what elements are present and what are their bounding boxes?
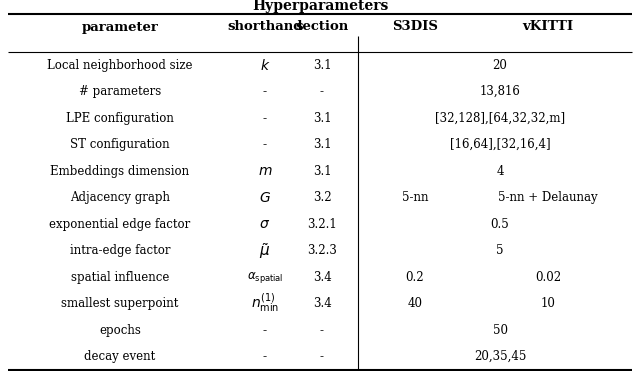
Text: 3.2.3: 3.2.3 (307, 244, 337, 257)
Text: intra-edge factor: intra-edge factor (70, 244, 170, 257)
Text: vKITTI: vKITTI (522, 20, 573, 33)
Text: $k$: $k$ (260, 58, 270, 73)
Text: [32,128],[64,32,32,m]: [32,128],[64,32,32,m] (435, 112, 565, 125)
Text: $m$: $m$ (258, 164, 272, 178)
Text: 5-nn: 5-nn (402, 191, 428, 204)
Text: -: - (263, 324, 267, 337)
Text: exponential edge factor: exponential edge factor (49, 218, 191, 231)
Text: 3.2.1: 3.2.1 (307, 218, 337, 231)
Text: 0.2: 0.2 (406, 271, 424, 284)
Text: decay event: decay event (84, 350, 156, 363)
Text: -: - (263, 85, 267, 98)
Text: parameter: parameter (81, 20, 159, 33)
Text: -: - (320, 350, 324, 363)
Text: spatial influence: spatial influence (71, 271, 169, 284)
Text: Adjacency graph: Adjacency graph (70, 191, 170, 204)
Text: $\alpha_{\mathrm{spatial}}$: $\alpha_{\mathrm{spatial}}$ (247, 270, 283, 285)
Text: 3.4: 3.4 (312, 297, 332, 310)
Text: 3.1: 3.1 (313, 59, 332, 72)
Text: S3DIS: S3DIS (392, 20, 438, 33)
Text: $\tilde{\mu}$: $\tilde{\mu}$ (259, 241, 271, 261)
Text: $n_{\min}^{(1)}$: $n_{\min}^{(1)}$ (251, 292, 279, 315)
Text: 5-nn + Delaunay: 5-nn + Delaunay (498, 191, 598, 204)
Text: epochs: epochs (99, 324, 141, 337)
Text: -: - (263, 350, 267, 363)
Text: 3.1: 3.1 (313, 112, 332, 125)
Text: $G$: $G$ (259, 191, 271, 205)
Text: 50: 50 (493, 324, 508, 337)
Text: 3.2: 3.2 (313, 191, 332, 204)
Text: smallest superpoint: smallest superpoint (61, 297, 179, 310)
Text: 3.4: 3.4 (312, 271, 332, 284)
Text: Local neighborhood size: Local neighborhood size (47, 59, 193, 72)
Text: -: - (320, 324, 324, 337)
Text: 4: 4 (496, 165, 504, 178)
Text: LPE configuration: LPE configuration (66, 112, 174, 125)
Text: # parameters: # parameters (79, 85, 161, 98)
Text: 0.02: 0.02 (535, 271, 561, 284)
Text: section: section (296, 20, 349, 33)
Text: shorthand: shorthand (227, 20, 303, 33)
Text: $\sigma$: $\sigma$ (259, 217, 271, 231)
Text: Hyperparameters: Hyperparameters (252, 0, 388, 13)
Text: 5: 5 (496, 244, 504, 257)
Text: [16,64],[32,16,4]: [16,64],[32,16,4] (450, 138, 550, 151)
Text: ST configuration: ST configuration (70, 138, 170, 151)
Text: -: - (263, 138, 267, 151)
Text: -: - (320, 85, 324, 98)
Text: -: - (263, 112, 267, 125)
Text: 3.1: 3.1 (313, 165, 332, 178)
Text: 20: 20 (493, 59, 508, 72)
Text: 10: 10 (541, 297, 556, 310)
Text: 0.5: 0.5 (491, 218, 509, 231)
Text: 13,816: 13,816 (479, 85, 520, 98)
Text: 3.1: 3.1 (313, 138, 332, 151)
Text: 40: 40 (408, 297, 422, 310)
Text: 20,35,45: 20,35,45 (474, 350, 526, 363)
Text: Embeddings dimension: Embeddings dimension (51, 165, 189, 178)
